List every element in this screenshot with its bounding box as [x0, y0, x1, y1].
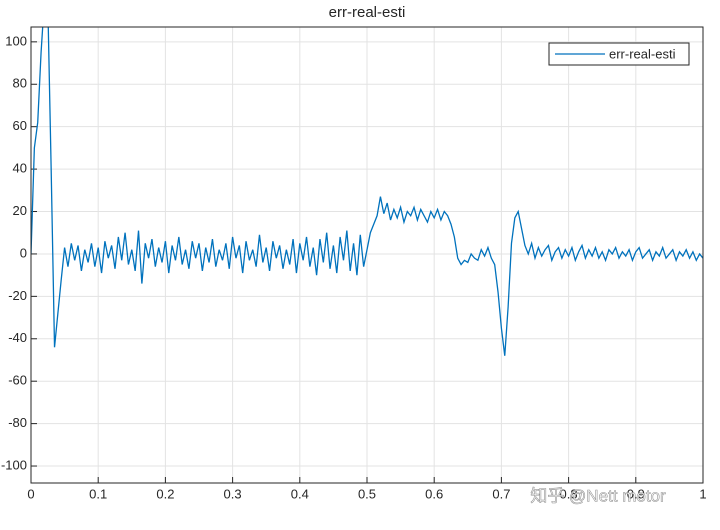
x-tick-label: 0	[27, 486, 34, 501]
x-tick-label: 0.6	[425, 486, 443, 501]
y-tick-label: 40	[13, 161, 27, 176]
y-tick-label: -60	[8, 373, 27, 388]
x-tick-label: 0.1	[89, 486, 107, 501]
y-tick-label: 100	[5, 33, 27, 48]
y-tick-label: -20	[8, 288, 27, 303]
y-tick-label: -80	[8, 415, 27, 430]
x-tick-label: 0.5	[358, 486, 376, 501]
x-tick-label: 0.7	[492, 486, 510, 501]
legend-box	[548, 42, 690, 66]
axes-box	[30, 26, 704, 484]
legend-label: err-real-esti	[609, 46, 676, 61]
y-tick-label: 0	[20, 245, 27, 260]
x-tick-label: 1	[699, 486, 706, 501]
y-tick-label: -40	[8, 330, 27, 345]
data-line	[31, 27, 703, 356]
y-tick-label: 20	[13, 203, 27, 218]
x-tick-label: 0.4	[291, 486, 309, 501]
watermark: 知乎 @Nett motor	[530, 486, 666, 505]
y-tick-label: 60	[13, 118, 27, 133]
x-tick-label: 0.2	[156, 486, 174, 501]
x-tick-label: 0.8	[560, 486, 578, 501]
chart-title: err-real-esti	[329, 4, 406, 21]
y-tick-label: -100	[1, 457, 27, 472]
y-tick-label: 80	[13, 76, 27, 91]
x-tick-label: 0.9	[627, 486, 645, 501]
x-tick-label: 0.3	[224, 486, 242, 501]
